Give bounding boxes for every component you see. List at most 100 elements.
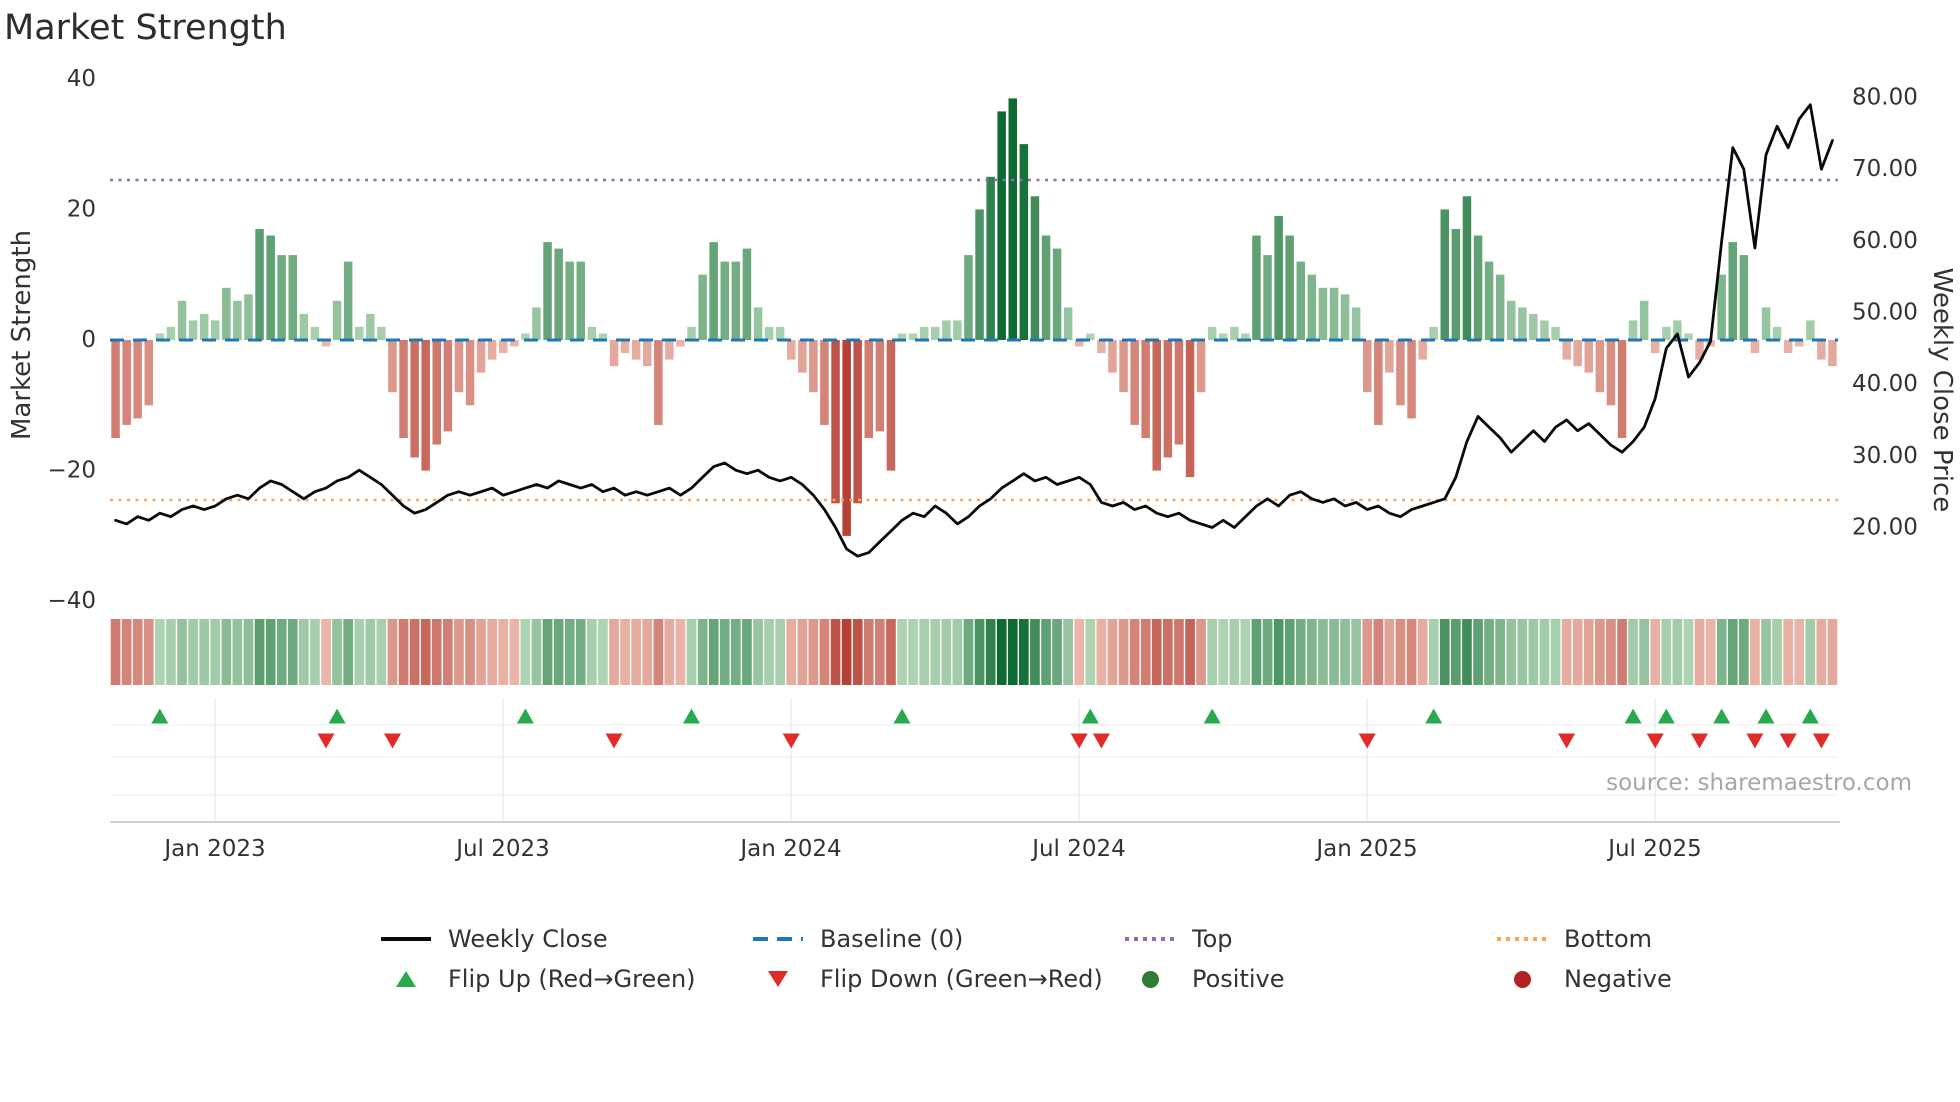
strength-bar bbox=[1484, 261, 1494, 340]
heatmap-cell bbox=[731, 619, 741, 685]
strength-bar bbox=[919, 326, 929, 340]
strength-bar bbox=[1595, 340, 1605, 393]
heatmap-cell bbox=[1539, 619, 1550, 685]
heatmap-cell bbox=[1052, 619, 1062, 685]
strength-bar bbox=[1019, 144, 1029, 340]
heatmap-cell bbox=[1417, 619, 1428, 685]
heatmap-cell bbox=[1174, 619, 1184, 685]
strength-bar bbox=[587, 326, 597, 340]
weekly-close-swatch bbox=[381, 937, 431, 941]
heatmap-cell bbox=[1262, 619, 1273, 685]
heatmap-cell bbox=[299, 619, 309, 685]
flip-down-marker bbox=[1779, 733, 1797, 749]
strength-bar bbox=[886, 340, 896, 471]
strength-bar bbox=[665, 340, 674, 360]
strength-bar bbox=[421, 340, 430, 471]
heatmap-cell bbox=[1572, 619, 1583, 685]
strength-bar bbox=[1097, 340, 1106, 354]
strength-bar bbox=[1274, 215, 1283, 340]
right-axis-tick: 20.00 bbox=[1852, 515, 1918, 541]
strength-bars bbox=[111, 98, 1837, 536]
strength-bar bbox=[631, 340, 641, 360]
strength-bar bbox=[1651, 340, 1660, 354]
strength-bar bbox=[244, 294, 253, 340]
market-strength-chart: 40 20 0 −20 −40 80.00 70.00 60.00 50.00 … bbox=[7, 66, 1957, 862]
strength-bar bbox=[443, 340, 453, 432]
heatmap-cell bbox=[664, 619, 675, 685]
strength-bar bbox=[1407, 340, 1416, 419]
strength-bar bbox=[277, 255, 286, 340]
strength-bar bbox=[1152, 340, 1161, 471]
flip-up-marker bbox=[1624, 708, 1642, 724]
strength-bar bbox=[1130, 340, 1139, 425]
heatmap-cell bbox=[1019, 619, 1029, 685]
x-axis-tick: Jan 2025 bbox=[1314, 836, 1417, 862]
strength-bar bbox=[188, 320, 198, 340]
heatmap-cell bbox=[1395, 619, 1406, 685]
strength-bar bbox=[997, 111, 1006, 341]
heatmap-cell bbox=[1384, 619, 1395, 685]
heatmap-cell bbox=[1041, 619, 1051, 685]
strength-bar bbox=[809, 340, 818, 393]
left-axis-tick: 20 bbox=[67, 196, 96, 222]
strength-bar bbox=[1163, 340, 1173, 458]
strength-bar bbox=[1196, 340, 1206, 393]
heatmap-cell bbox=[1739, 619, 1749, 685]
flip-down-marker bbox=[384, 733, 401, 749]
strength-bar bbox=[1108, 340, 1117, 373]
strength-bar bbox=[1617, 340, 1627, 438]
heatmap-cell bbox=[310, 619, 320, 685]
strength-bar bbox=[654, 340, 663, 425]
heatmap-cell bbox=[1617, 619, 1627, 685]
strength-bar bbox=[255, 229, 264, 340]
strength-bar bbox=[709, 242, 718, 341]
strength-bar bbox=[332, 300, 342, 340]
strength-bar bbox=[609, 340, 619, 367]
heatmap-cell bbox=[132, 619, 143, 685]
heatmap-cell bbox=[1761, 619, 1771, 685]
strength-bar bbox=[975, 209, 984, 340]
strength-bar bbox=[1318, 287, 1328, 340]
heatmap-cell bbox=[332, 619, 342, 685]
heatmap-cell bbox=[1783, 619, 1793, 685]
strength-bar bbox=[1052, 248, 1062, 340]
strength-bar bbox=[1473, 235, 1483, 340]
legend-label-negative: Negative bbox=[1564, 965, 1672, 993]
heatmap-cell bbox=[886, 619, 896, 685]
strength-bar bbox=[1761, 307, 1771, 340]
flip-up-marker bbox=[1081, 708, 1099, 724]
strength-bar bbox=[222, 287, 231, 340]
strength-bar bbox=[1340, 294, 1350, 340]
strength-bar bbox=[1717, 274, 1726, 340]
heatmap-cell bbox=[1129, 619, 1140, 685]
strength-bar bbox=[1462, 196, 1472, 340]
heatmap-cell bbox=[243, 619, 254, 685]
strength-bar bbox=[831, 340, 840, 504]
strength-bar bbox=[676, 340, 685, 347]
heatmap-cell bbox=[1273, 619, 1284, 685]
heatmap-cell bbox=[697, 619, 708, 685]
flip-down-icon bbox=[768, 971, 788, 987]
strength-bar bbox=[598, 333, 608, 340]
heatmap-cell bbox=[465, 619, 475, 685]
strength-bar bbox=[377, 326, 386, 340]
strength-bar bbox=[687, 326, 696, 340]
heatmap-cell bbox=[199, 619, 209, 685]
legend-label-positive: Positive bbox=[1192, 965, 1285, 993]
strength-bar bbox=[454, 340, 464, 393]
heatmap-cell bbox=[1606, 619, 1616, 685]
strength-bar bbox=[476, 340, 486, 373]
strength-bar bbox=[864, 340, 873, 438]
strength-bar bbox=[698, 274, 707, 340]
heatmap-cell bbox=[1118, 619, 1129, 685]
heatmap-cell bbox=[1528, 619, 1539, 685]
strength-bar bbox=[1385, 340, 1394, 373]
heatmap-cell bbox=[365, 619, 376, 685]
strength-bar bbox=[1429, 326, 1438, 340]
heatmap-cell bbox=[686, 619, 697, 685]
heatmap-cell bbox=[1140, 619, 1151, 685]
legend-item-flip-up: Flip Up (Red→Green) bbox=[378, 959, 750, 999]
heatmap-cell bbox=[166, 619, 176, 685]
strength-bar bbox=[1772, 326, 1782, 340]
strength-bar bbox=[1828, 340, 1837, 367]
